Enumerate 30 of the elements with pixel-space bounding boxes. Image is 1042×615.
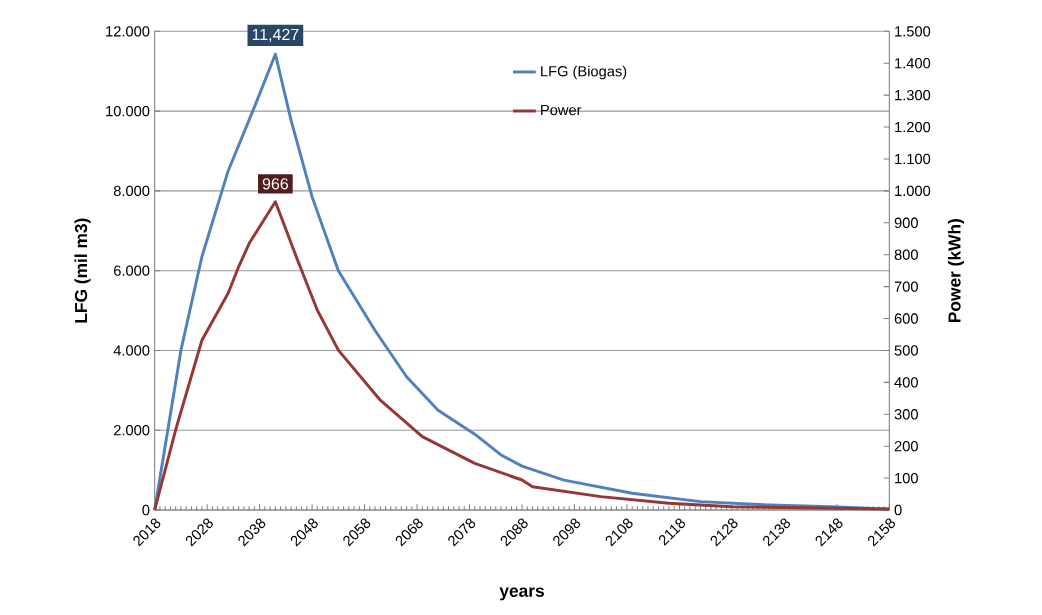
y-tick-label: 10.000 (106, 105, 150, 117)
y-tick-label: 2.000 (113, 425, 150, 436)
y2-tick-label: 1.500 (895, 26, 931, 37)
y2-tick-label: 200 (894, 441, 918, 452)
y2-tick-label: 300 (894, 409, 918, 420)
y2-tick-label: 1.000 (895, 185, 931, 197)
y2-tick-label: 700 (894, 281, 918, 292)
y-tick-label: 4.000 (113, 345, 150, 356)
y2-tick-label: 400 (894, 377, 918, 388)
y2-tick-label: 600 (894, 313, 918, 324)
y2-tick-label: 1.400 (895, 58, 931, 69)
legend-label: Power (541, 104, 582, 116)
y-tick-label: 0 (142, 504, 150, 516)
y2-tick-label: 1.200 (895, 121, 931, 133)
y2-tick-label: 500 (894, 345, 918, 356)
y-tick-label: 8.000 (113, 185, 150, 197)
y2-tick-label: 1.300 (895, 89, 931, 101)
y2-tick-label: 800 (894, 249, 918, 260)
y2-tick-label: 1.100 (895, 153, 931, 165)
y-tick-label: 6.000 (114, 265, 150, 276)
y2-tick-label: 0 (894, 504, 902, 516)
x-axis-title: years (499, 587, 544, 601)
annotation: 966 (262, 178, 289, 190)
annotation: 11,427 (252, 28, 299, 42)
y-axis-title: LFG (mil m3) (74, 218, 91, 323)
legend-label: LFG (Biogas) (541, 65, 627, 80)
y-tick-label: 12.000 (106, 26, 150, 37)
y2-tick-label: 100 (895, 472, 918, 484)
y2-tick-label: 900 (894, 217, 918, 228)
y2-axis-title: Power (kWh) (947, 219, 965, 322)
